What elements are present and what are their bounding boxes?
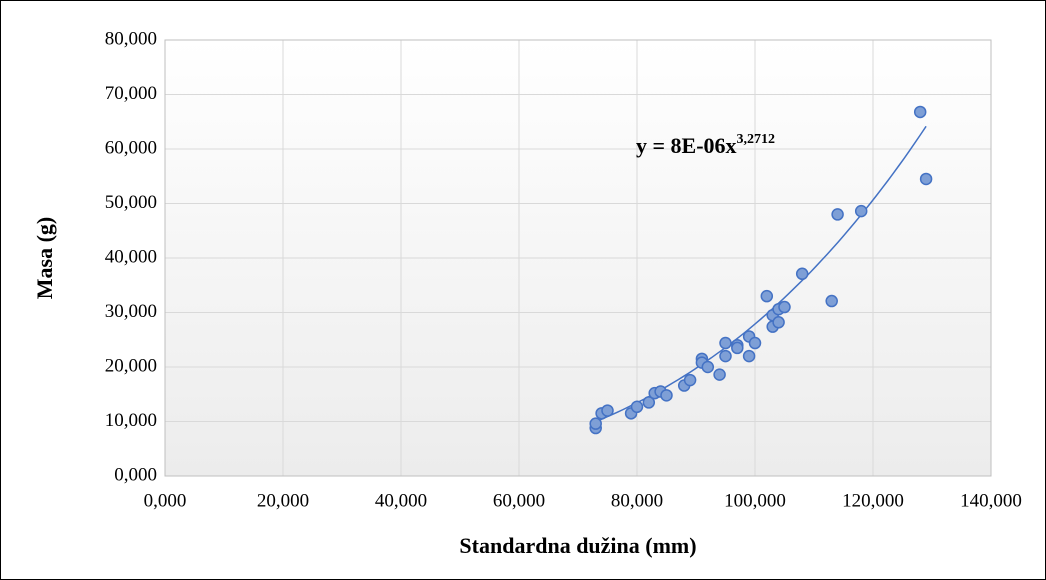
point: [719, 336, 732, 350]
y-axis-title: Masa (g): [32, 217, 57, 299]
equation-exponent: 3,2712: [737, 132, 776, 147]
point: [713, 368, 726, 381]
x-tick-label: 140,000: [960, 490, 1022, 511]
point: [825, 294, 838, 308]
point: [660, 389, 673, 402]
y-tick-label: 30,000: [105, 301, 157, 322]
point: [642, 396, 656, 409]
point: [748, 336, 762, 350]
y-tick-label: 80,000: [105, 28, 157, 49]
y-tick-label: 40,000: [105, 246, 157, 267]
y-tick-label: 0,000: [114, 464, 157, 485]
x-tick-label: 0,000: [144, 490, 187, 511]
point: [795, 267, 809, 281]
y-tick-label: 60,000: [105, 137, 157, 158]
x-tick-label: 40,000: [375, 490, 427, 511]
y-tick-label: 10,000: [105, 410, 157, 431]
point: [719, 349, 732, 363]
point: [731, 341, 744, 355]
plot-border: [164, 39, 992, 477]
y-tick-label: 50,000: [105, 192, 157, 213]
point: [601, 404, 614, 417]
x-tick-label: 120,000: [842, 490, 904, 511]
equation: y = 8E-06x: [636, 133, 737, 158]
point: [772, 316, 785, 329]
x-tick-label: 80,000: [611, 490, 663, 511]
point: [913, 105, 927, 119]
point: [742, 349, 756, 363]
y-tick-label: 20,000: [105, 355, 157, 376]
x-tick-label: 20,000: [257, 490, 309, 511]
point: [831, 208, 844, 221]
point: [778, 300, 791, 314]
x-tick-label: 60,000: [493, 490, 545, 511]
x-axis-title: Standardna dužina (mm): [459, 533, 696, 558]
point: [630, 400, 644, 414]
x-tick-label: 100,000: [724, 490, 786, 511]
y-tick-label: 70,000: [105, 83, 157, 104]
trendline-equation: y = 8E-06x3,2712: [636, 132, 775, 158]
point: [760, 289, 774, 303]
point: [701, 360, 715, 374]
point: [919, 172, 933, 186]
point: [854, 204, 868, 218]
point: [589, 417, 602, 430]
point: [683, 373, 697, 387]
